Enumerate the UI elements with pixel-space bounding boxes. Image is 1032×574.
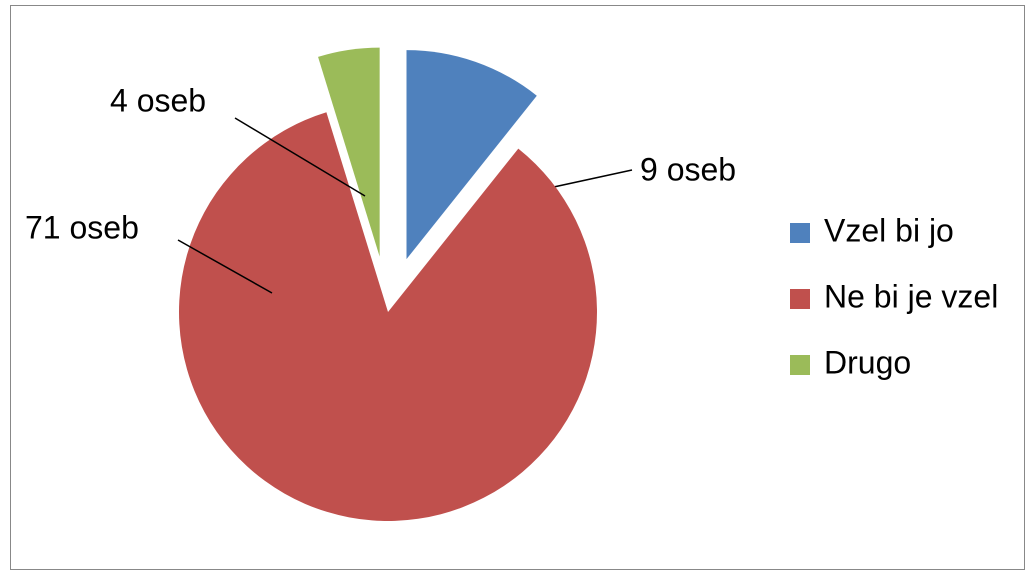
pie-slice bbox=[179, 112, 597, 522]
leader-line bbox=[234, 117, 366, 197]
legend-label: Drugo bbox=[824, 344, 911, 380]
legend-swatch bbox=[790, 289, 810, 309]
pie-slice bbox=[406, 50, 537, 260]
legend-label: Vzel bi jo bbox=[824, 212, 954, 248]
legend-swatch bbox=[790, 223, 810, 243]
legend-label: Ne bi je vzel bbox=[824, 278, 998, 314]
pie-slice bbox=[318, 47, 380, 257]
data-label: 4 oseb bbox=[110, 82, 206, 118]
legend-swatch bbox=[790, 355, 810, 375]
data-label: 71 oseb bbox=[25, 209, 139, 245]
data-label: 9 oseb bbox=[640, 151, 736, 187]
leader-line bbox=[177, 239, 273, 294]
